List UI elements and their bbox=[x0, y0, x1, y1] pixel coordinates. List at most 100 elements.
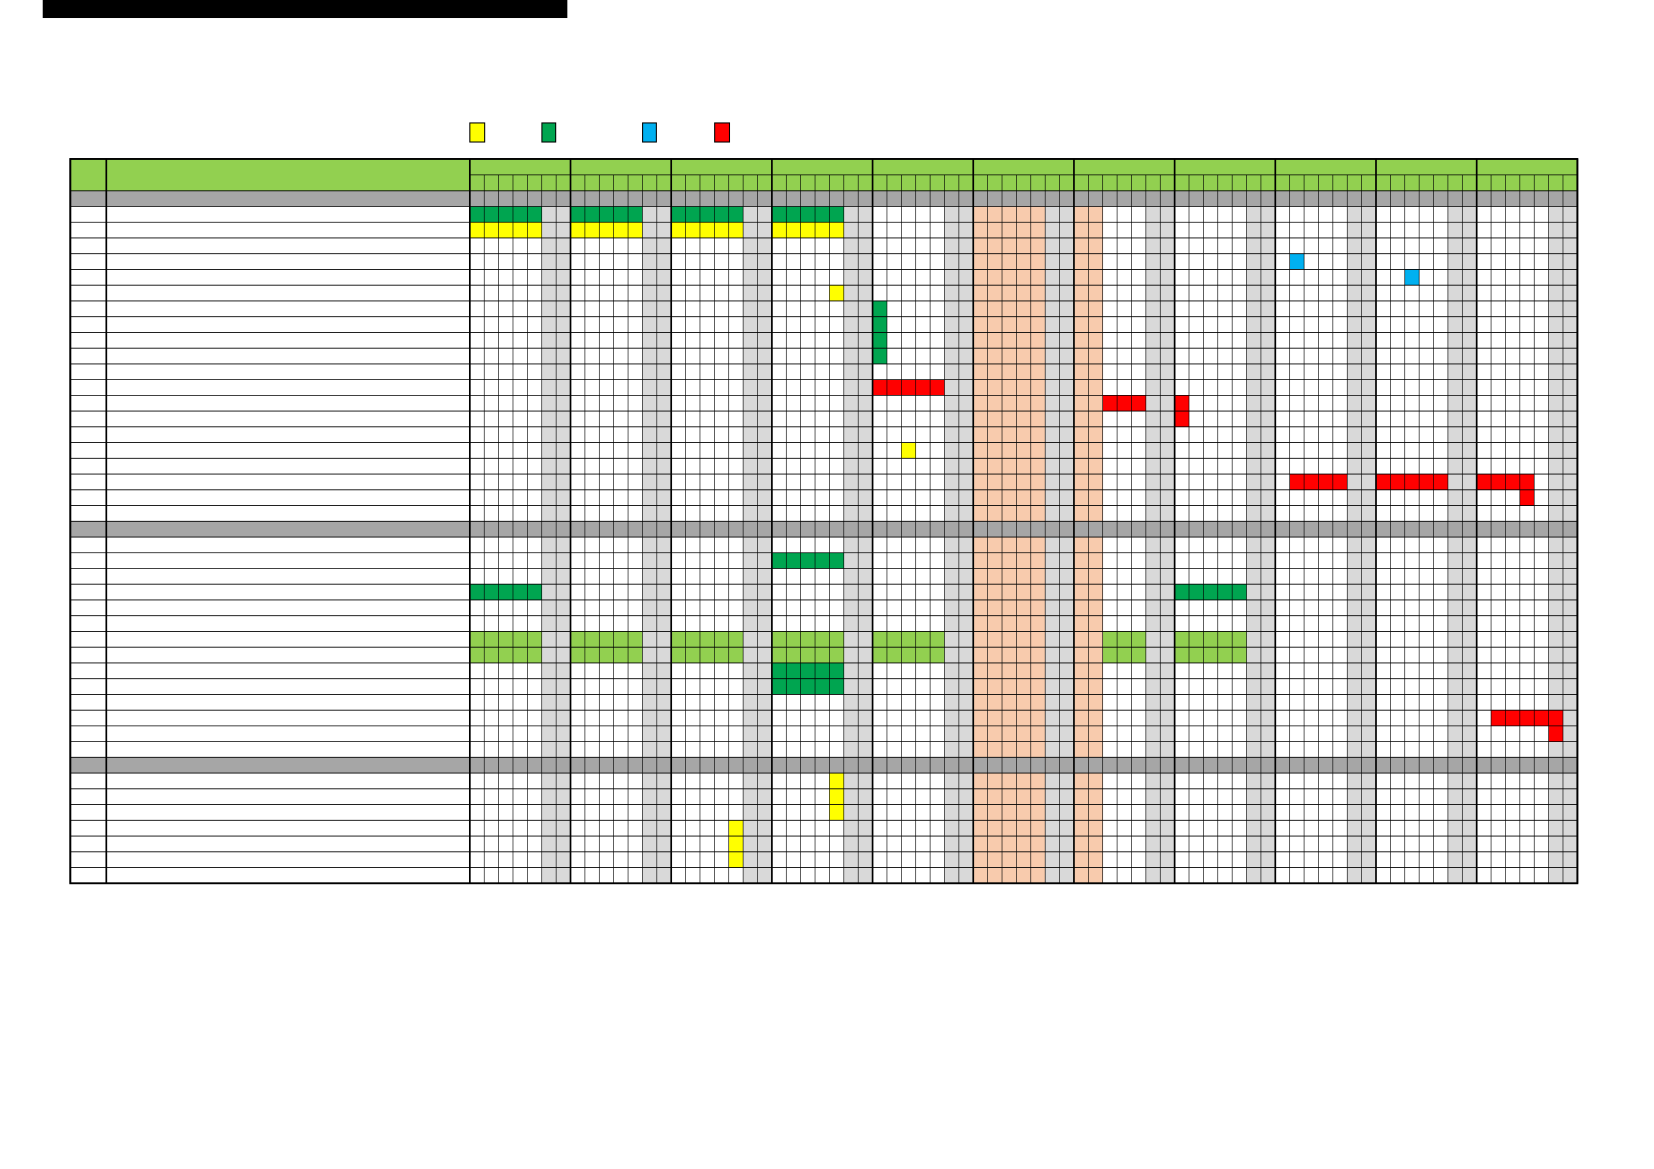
day-cell bbox=[958, 584, 974, 600]
day-cell bbox=[944, 568, 959, 585]
day-cell bbox=[958, 253, 974, 270]
day-cell bbox=[1073, 584, 1089, 600]
day-cell bbox=[1447, 678, 1463, 695]
day-cell bbox=[1160, 489, 1175, 506]
day-cell bbox=[1160, 615, 1175, 632]
day-cell bbox=[1160, 537, 1175, 553]
day-cell bbox=[1361, 332, 1376, 349]
day-cell bbox=[944, 363, 959, 380]
day-cell bbox=[843, 678, 859, 695]
day-cell bbox=[757, 395, 772, 412]
day-cell bbox=[987, 332, 1003, 349]
day-cell bbox=[541, 584, 557, 600]
day-cell bbox=[1030, 537, 1046, 553]
day-cell bbox=[656, 867, 672, 884]
day-cell bbox=[757, 710, 772, 726]
day-cell bbox=[958, 489, 974, 506]
day-cell bbox=[541, 678, 557, 695]
day-cell bbox=[1088, 662, 1103, 679]
day-cell bbox=[1548, 489, 1563, 506]
day-cell bbox=[1073, 599, 1089, 616]
day-cell bbox=[944, 332, 959, 349]
day-cell bbox=[1145, 222, 1161, 238]
day-cell bbox=[656, 584, 672, 600]
day-cell bbox=[1073, 222, 1089, 238]
day-cell bbox=[1447, 820, 1463, 837]
day-cell bbox=[1088, 631, 1103, 648]
day-cell bbox=[656, 820, 672, 837]
day-cell bbox=[1361, 631, 1376, 648]
day-cell bbox=[1260, 725, 1276, 742]
day-cell bbox=[757, 222, 772, 238]
day-cell bbox=[858, 332, 873, 349]
day-cell bbox=[757, 237, 772, 254]
day-cell bbox=[987, 474, 1003, 490]
day-cell bbox=[556, 505, 571, 522]
day-cell bbox=[1562, 237, 1578, 254]
day-cell bbox=[743, 363, 758, 380]
day-cell bbox=[973, 662, 988, 679]
day-cell bbox=[743, 678, 758, 695]
day-cell bbox=[1059, 426, 1074, 443]
day-cell bbox=[656, 678, 672, 695]
day-cell bbox=[1246, 537, 1261, 553]
day-cell bbox=[1562, 647, 1578, 663]
day-cell bbox=[1030, 316, 1046, 333]
day-cell bbox=[1045, 788, 1060, 805]
day-cell bbox=[1059, 348, 1074, 364]
day-cell bbox=[1073, 411, 1089, 427]
day-cell bbox=[1045, 426, 1060, 443]
day-cell bbox=[1562, 332, 1578, 349]
day-cell bbox=[858, 867, 873, 884]
day-cell bbox=[743, 804, 758, 821]
day-cell bbox=[944, 537, 959, 553]
day-cell bbox=[1145, 537, 1161, 553]
day-cell bbox=[1462, 206, 1477, 223]
day-cell bbox=[1016, 253, 1031, 270]
day-cell bbox=[958, 631, 974, 648]
schedule-bar bbox=[829, 773, 844, 821]
day-cell bbox=[958, 206, 974, 223]
day-cell bbox=[973, 442, 988, 459]
day-cell bbox=[541, 474, 557, 490]
day-cell bbox=[1260, 395, 1276, 412]
legend-swatch bbox=[642, 122, 657, 143]
day-cell bbox=[1016, 379, 1031, 396]
day-cell bbox=[1088, 363, 1103, 380]
day-cell bbox=[1073, 694, 1089, 711]
day-cell bbox=[1260, 662, 1276, 679]
day-cell bbox=[1088, 867, 1103, 884]
day-cell bbox=[973, 867, 988, 884]
day-cell bbox=[987, 253, 1003, 270]
day-cell bbox=[743, 694, 758, 711]
schedule-bar bbox=[1491, 710, 1563, 726]
day-cell bbox=[1246, 442, 1261, 459]
day-cell bbox=[1462, 836, 1477, 852]
day-cell bbox=[1562, 773, 1578, 789]
day-cell bbox=[944, 206, 959, 223]
day-cell bbox=[656, 773, 672, 789]
day-cell bbox=[1145, 348, 1161, 364]
day-cell bbox=[757, 379, 772, 396]
day-cell bbox=[944, 773, 959, 789]
day-cell bbox=[556, 206, 571, 223]
day-cell bbox=[1361, 474, 1376, 490]
day-cell bbox=[1347, 426, 1362, 443]
day-cell bbox=[987, 222, 1003, 238]
day-cell bbox=[1160, 584, 1175, 600]
day-cell bbox=[1160, 631, 1175, 648]
day-cell bbox=[556, 332, 571, 349]
day-cell bbox=[1246, 474, 1261, 490]
day-cell bbox=[1447, 363, 1463, 380]
day-cell bbox=[973, 647, 988, 663]
day-cell bbox=[656, 552, 672, 569]
day-cell bbox=[944, 442, 959, 459]
day-cell bbox=[1016, 505, 1031, 522]
day-cell bbox=[1548, 411, 1563, 427]
day-cell bbox=[1347, 395, 1362, 412]
day-cell bbox=[743, 442, 758, 459]
day-cell bbox=[743, 537, 758, 553]
day-cell bbox=[1347, 710, 1362, 726]
day-cell bbox=[1347, 631, 1362, 648]
day-cell bbox=[858, 615, 873, 632]
